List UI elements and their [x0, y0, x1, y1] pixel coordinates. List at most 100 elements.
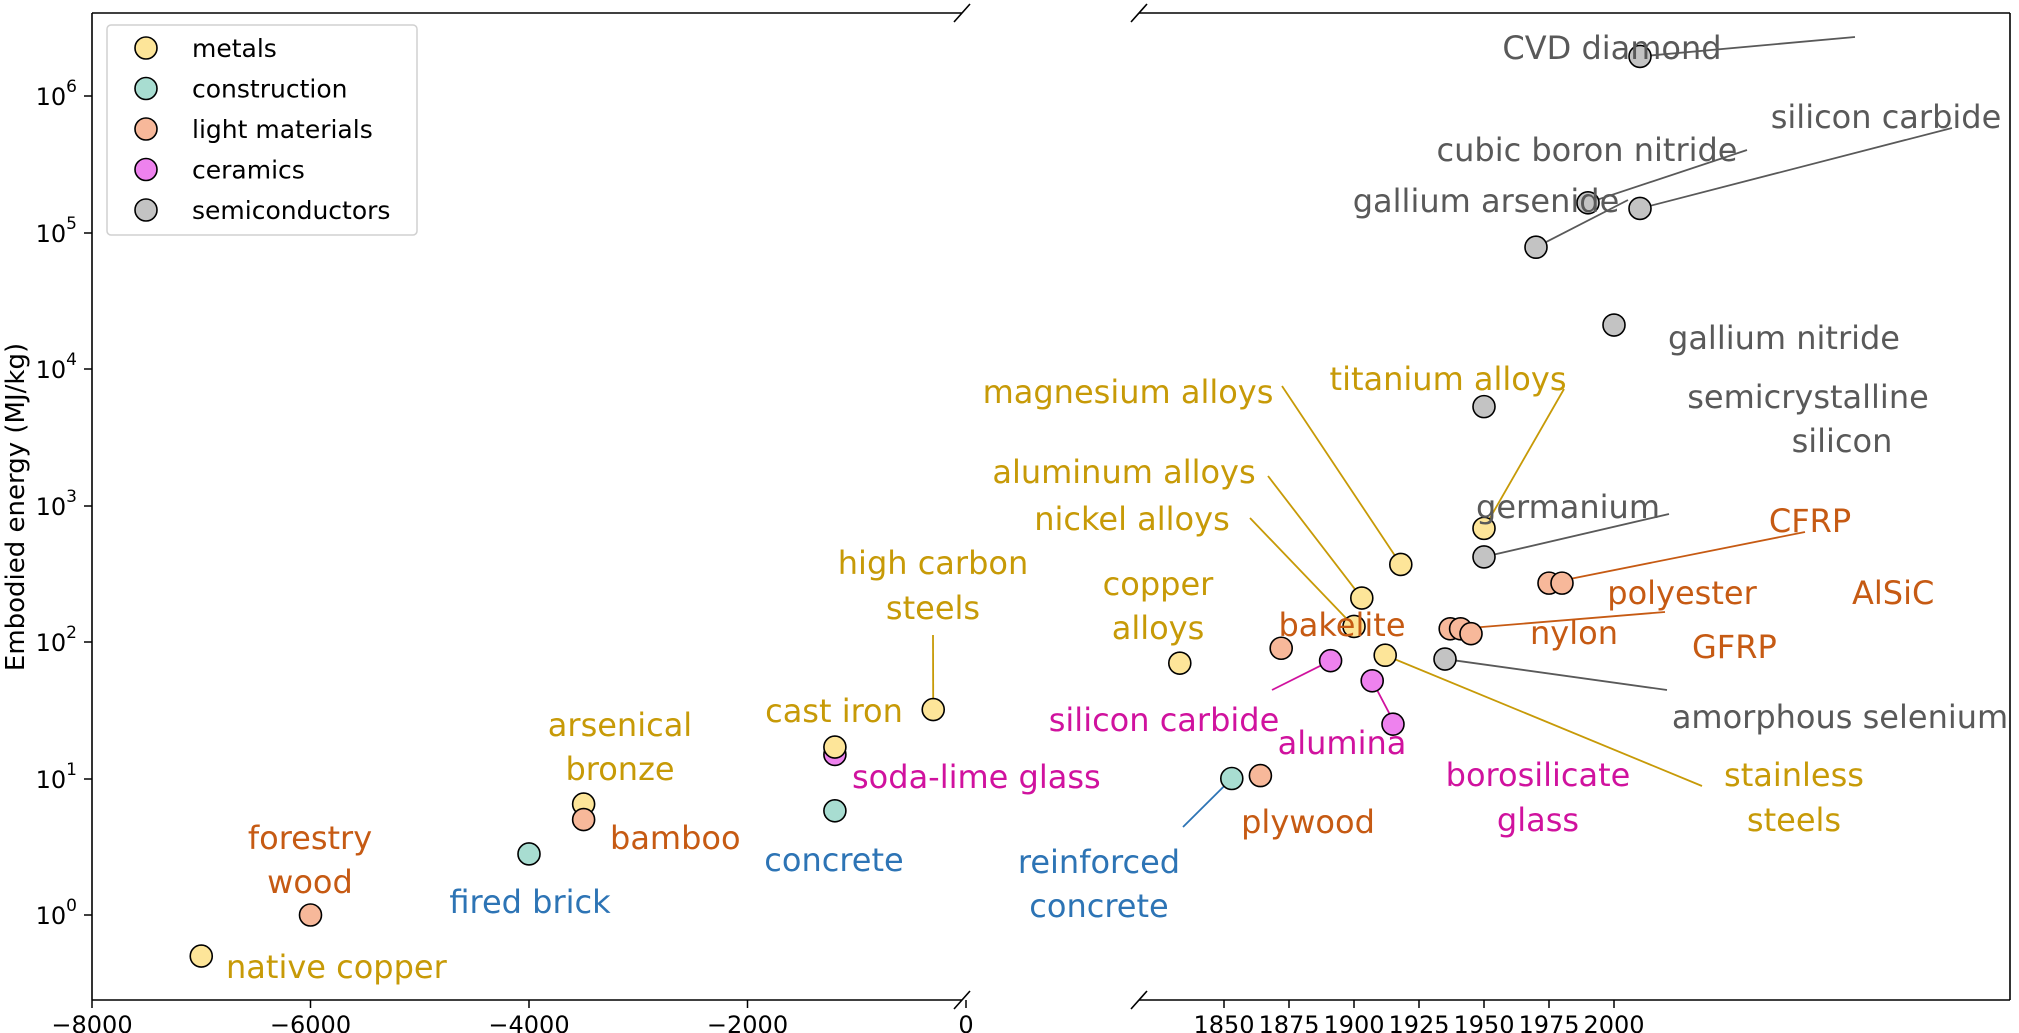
- data-point: [1373, 643, 1397, 668]
- x-tick-label: −8000: [51, 1011, 132, 1033]
- x-tick-label: 1850: [1193, 1011, 1254, 1033]
- point-label: CFRP: [1769, 502, 1851, 540]
- point-label: nickel alloys: [1034, 500, 1229, 538]
- data-point: [1381, 712, 1405, 736]
- label-connector: [1460, 611, 1666, 630]
- y-tick-label: 101: [36, 760, 77, 794]
- x-tick-label: −4000: [488, 1011, 569, 1033]
- label-connector: [1587, 149, 1748, 204]
- point-label: bamboo: [610, 819, 741, 857]
- label-connector: [1384, 654, 1703, 787]
- data-point: [1318, 648, 1343, 673]
- data-point: [1350, 586, 1374, 610]
- y-tick-label: 100: [36, 896, 77, 930]
- legend-label: construction: [192, 75, 347, 104]
- label-connector: [1267, 475, 1363, 599]
- y-tick-label: 102: [36, 623, 77, 657]
- label-connector: [1483, 388, 1565, 529]
- data-point: [1389, 552, 1413, 577]
- data-point: [189, 944, 214, 968]
- point-label: AlSiC: [1852, 574, 1934, 612]
- point-label: forestry wood: [248, 819, 372, 901]
- data-point: [1472, 545, 1496, 569]
- point-label: gallium arsenide: [1353, 182, 1620, 220]
- point-label: semicrystalline silicon: [1687, 378, 1929, 460]
- point-label: silicon carbide: [1049, 701, 1280, 739]
- y-tick-label: 106: [36, 77, 77, 111]
- point-label: soda-lime glass: [852, 758, 1101, 796]
- label-connector: [1249, 517, 1355, 628]
- point-label: amorphous selenium: [1672, 698, 2008, 736]
- point-label: fired brick: [449, 883, 611, 921]
- legend-marker: [134, 198, 158, 222]
- point-label: high carbon steels: [838, 544, 1028, 627]
- data-point: [1433, 647, 1457, 671]
- point-label: magnesium alloys: [983, 373, 1274, 411]
- data-point: [1248, 763, 1273, 788]
- label-connector: [1483, 513, 1670, 558]
- label-connectors: [932, 36, 1953, 828]
- point-label: aluminum alloys: [992, 453, 1255, 491]
- point-label: alumina: [1278, 724, 1407, 762]
- data-point: [1269, 636, 1293, 661]
- data-points: [189, 44, 1652, 968]
- legend-marker: [134, 36, 158, 60]
- data-point: [571, 807, 596, 832]
- data-point: [1628, 44, 1652, 69]
- label-connector: [1535, 199, 1629, 249]
- point-label: stainless steels: [1724, 756, 1864, 839]
- point-label: plywood: [1241, 803, 1375, 841]
- x-tick-label: 1875: [1258, 1011, 1319, 1033]
- point-label: native copper: [226, 948, 448, 986]
- data-point: [1550, 571, 1574, 595]
- x-tick-label: 2000: [1583, 1011, 1644, 1033]
- axis-break-mark: [1130, 3, 1148, 23]
- data-point: [1360, 668, 1384, 693]
- legend-label: ceramics: [192, 156, 305, 185]
- point-label: borosilicate glass: [1446, 756, 1631, 839]
- data-point: [1472, 516, 1496, 541]
- y-axis-label: Embodied energy (MJ/kg): [1, 343, 31, 671]
- x-tick-label: 0: [958, 1011, 973, 1033]
- legend-label: semiconductors: [192, 196, 390, 225]
- legend-box: [106, 24, 418, 236]
- point-label: CVD diamond: [1502, 29, 1721, 67]
- legend-marker: [134, 76, 158, 101]
- x-tick-label: 1900: [1323, 1011, 1384, 1033]
- x-tick-label: 1975: [1518, 1011, 1579, 1033]
- data-point: [1342, 614, 1366, 639]
- point-label: silicon carbide: [1771, 98, 2002, 136]
- label-connector: [1639, 127, 1953, 210]
- label-connector: [1281, 385, 1402, 565]
- point-label: cast iron: [765, 692, 903, 730]
- point-label: arsenical bronze: [548, 706, 692, 788]
- point-label: polyester: [1607, 574, 1757, 612]
- x-tick-label: 1950: [1453, 1011, 1514, 1033]
- data-point: [1168, 651, 1192, 675]
- data-point: [823, 798, 847, 823]
- point-label: concrete: [764, 841, 903, 879]
- label-connector: [1639, 36, 1856, 58]
- data-point: [1459, 621, 1483, 646]
- point-label: bakelite: [1278, 606, 1405, 644]
- label-connector: [1548, 531, 1806, 585]
- point-label: nylon: [1530, 614, 1618, 652]
- x-tick-label: −6000: [270, 1011, 351, 1033]
- data-point: [1524, 235, 1548, 260]
- point-label: titanium alloys: [1330, 360, 1567, 398]
- axes-frame: [91, 3, 2011, 1010]
- y-tick-label: 105: [36, 214, 77, 248]
- point-label: GFRP: [1692, 628, 1777, 666]
- legend-label: metals: [192, 34, 277, 63]
- point-label: copper alloys: [1103, 565, 1214, 647]
- label-connector: [1444, 658, 1668, 691]
- x-tick-label: −2000: [707, 1011, 788, 1033]
- data-point: [1602, 313, 1626, 337]
- data-point: [298, 903, 323, 927]
- point-label: germanium: [1476, 488, 1660, 526]
- point-label: gallium nitride: [1668, 319, 1900, 357]
- point-label: cubic boron nitride: [1437, 131, 1738, 169]
- data-point: [921, 697, 946, 722]
- legend-marker: [134, 117, 158, 141]
